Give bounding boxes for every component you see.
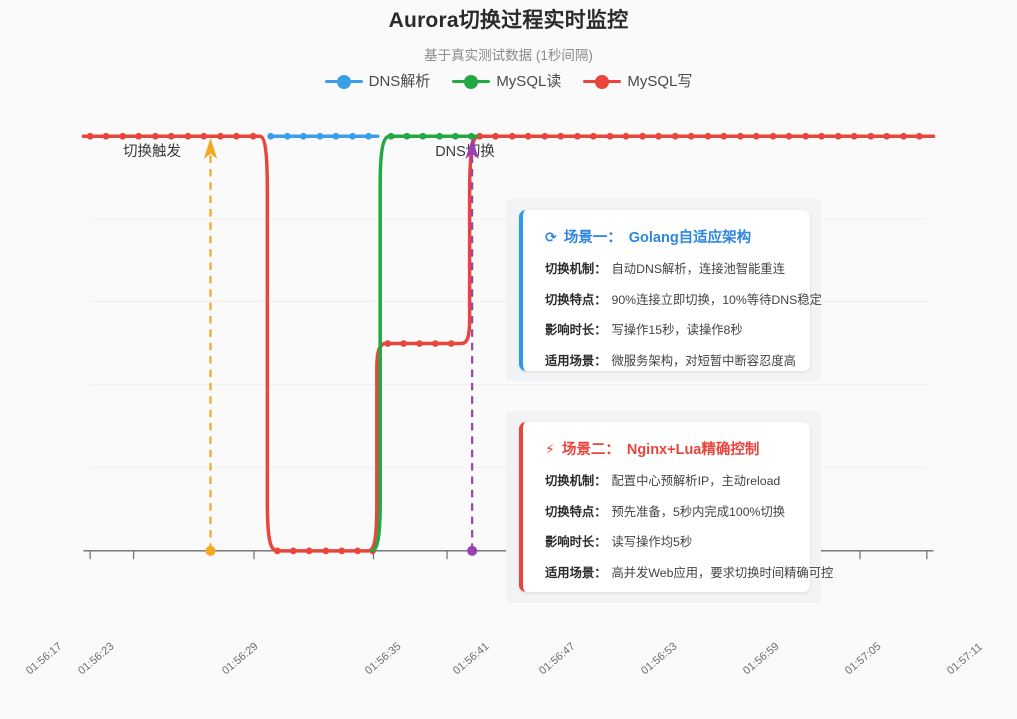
- xtick-label: 01:56:53: [639, 640, 680, 678]
- legend-swatch-mysql-write-icon: [583, 73, 622, 89]
- chart-plot: [81, 132, 936, 560]
- annotation-row-key: 适用场景：: [545, 565, 607, 580]
- marker-switch-trigger: [203, 137, 218, 556]
- legend-label-dns: DNS解析: [368, 73, 431, 90]
- xtick-label: 01:57:05: [843, 640, 884, 678]
- refresh-icon: ⟳: [545, 228, 557, 245]
- annotation-row-key: 影响时长：: [545, 323, 607, 337]
- marker-label-dns-switch: DNS切换: [435, 144, 495, 160]
- page-title: Aurora切换过程实时监控: [388, 9, 629, 32]
- annotation-row-value: 微服务架构，对短暂中断容忍度高: [611, 353, 796, 368]
- series-points-dns: [267, 132, 372, 140]
- series-points-mysql-write: [86, 132, 923, 555]
- annotation-row: 适用场景： 高并发Web应用，要求切换时间精确可控: [545, 563, 833, 581]
- annotation-row-key: 切换机制：: [545, 474, 607, 488]
- annotation-row: 切换特点： 预先准备，5秒内完成100%切换: [545, 502, 794, 520]
- annotation-row-key: 切换特点：: [545, 504, 607, 519]
- annotation-row-key: 切换特点：: [545, 292, 607, 307]
- annotation-card-golang[interactable]: ⟳ 场景一： Golang自适应架构 切换机制： 自动DNS解析，连接池智能重连…: [519, 210, 822, 371]
- legend-item-mysql-write[interactable]: MySQL写: [583, 70, 692, 91]
- marker-dns-switch: [465, 137, 479, 556]
- annotation-row-value: 预先准备，5秒内完成100%切换: [611, 504, 786, 519]
- xtick-label: 01:56:59: [741, 640, 782, 678]
- legend-swatch-dns-icon: [324, 73, 363, 89]
- annotation-row-value: 读写操作均5秒: [611, 535, 693, 549]
- xtick-label: 01:56:23: [76, 640, 117, 678]
- xtick-label: 01:56:47: [537, 640, 578, 678]
- annotation-row: 切换特点： 90%连接立即切换，10%等待DNS稳定: [545, 290, 822, 308]
- legend-label-mysql-read: MySQL读: [496, 73, 562, 90]
- annotation-card-golang-rows: 切换机制： 自动DNS解析，连接池智能重连 切换特点： 90%连接立即切换，10…: [523, 247, 822, 369]
- page-subtitle: 基于真实测试数据 (1秒间隔): [424, 48, 593, 63]
- legend-item-dns[interactable]: DNS解析: [324, 70, 431, 91]
- annotation-title: Nginx+Lua精确控制: [626, 442, 760, 458]
- xtick-label: 01:56:41: [451, 640, 492, 678]
- annotation-card-nginx-lua-header: ⚡ 场景二： Nginx+Lua精确控制: [523, 422, 810, 459]
- marker-label-switch-trigger: 切换触发: [123, 144, 181, 160]
- annotation-row: 适用场景： 微服务架构，对短暂中断容忍度高: [545, 351, 796, 369]
- annotation-row-value: 写操作15秒，读操作8秒: [611, 323, 743, 337]
- lightning-icon: ⚡: [545, 440, 555, 457]
- annotation-row: 影响时长： 写操作15秒，读操作8秒: [545, 320, 794, 338]
- xtick-label: 01:57:11: [945, 640, 985, 678]
- annotation-row-value: 自动DNS解析，连接池智能重连: [611, 262, 786, 276]
- annotation-row-value: 90%连接立即切换，10%等待DNS稳定: [611, 292, 822, 307]
- annotation-row-value: 高并发Web应用，要求切换时间精确可控: [611, 565, 834, 580]
- series-points-mysql-read: [387, 132, 475, 140]
- annotation-row: 切换机制： 配置中心预解析IP，主动reload: [545, 471, 794, 489]
- annotation-row: 切换机制： 自动DNS解析，连接池智能重连: [545, 259, 794, 277]
- annotation-title-prefix: 场景二：: [561, 442, 620, 458]
- annotation-row-value: 配置中心预解析IP，主动reload: [611, 474, 781, 488]
- legend-swatch-mysql-read-icon: [452, 73, 491, 89]
- legend-label-mysql-write: MySQL写: [627, 73, 693, 90]
- annotation-title-prefix: 场景一：: [563, 230, 622, 246]
- series-line-mysql-read: [370, 134, 479, 553]
- annotation-row-key: 影响时长：: [545, 535, 607, 549]
- annotation-card-golang-header: ⟳ 场景一： Golang自适应架构: [523, 210, 810, 247]
- annotation-title: Golang自适应架构: [628, 230, 752, 246]
- series-line-mysql-write: [81, 134, 936, 553]
- legend-item-mysql-read[interactable]: MySQL读: [452, 70, 561, 91]
- annotation-row-key: 切换机制：: [545, 262, 607, 276]
- chart-legend: DNS解析 MySQL读 MySQL写: [0, 70, 1017, 91]
- annotation-card-nginx-lua-rows: 切换机制： 配置中心预解析IP，主动reload 切换特点： 预先准备，5秒内完…: [523, 459, 833, 581]
- x-axis-labels: 01:56:17 01:56:23 01:56:29 01:56:35 01:5…: [0, 640, 1017, 719]
- xtick-label: 01:56:29: [220, 640, 261, 678]
- annotation-row: 影响时长： 读写操作均5秒: [545, 532, 794, 550]
- annotation-row-key: 适用场景：: [545, 353, 607, 368]
- annotation-card-nginx-lua[interactable]: ⚡ 场景二： Nginx+Lua精确控制 切换机制： 配置中心预解析IP，主动r…: [519, 422, 833, 592]
- xtick-label: 01:56:17: [24, 640, 65, 678]
- xtick-label: 01:56:35: [363, 640, 404, 678]
